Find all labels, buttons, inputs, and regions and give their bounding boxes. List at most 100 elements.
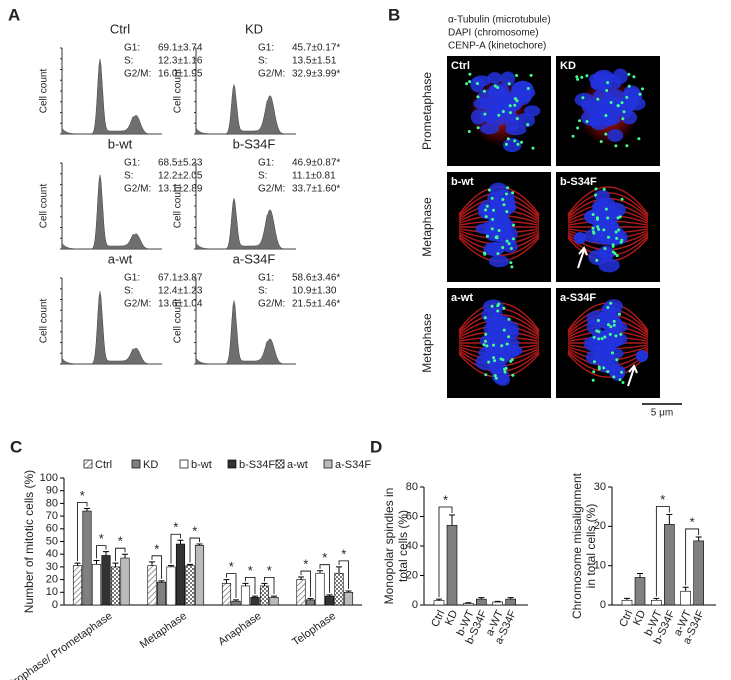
significance-label: * xyxy=(192,523,197,538)
chromosome xyxy=(597,333,619,346)
histogram xyxy=(61,174,162,250)
kinetochore xyxy=(526,123,530,127)
image-label: a-wt xyxy=(451,292,473,304)
chromosome xyxy=(602,104,618,117)
significance-bracket xyxy=(77,502,88,562)
significance-bracket xyxy=(115,547,126,562)
bar xyxy=(664,524,675,606)
kinetochore xyxy=(606,216,610,220)
histogram xyxy=(61,291,162,365)
bar xyxy=(305,599,316,606)
kinetochore xyxy=(502,306,506,310)
stat-name: G1: xyxy=(124,158,140,169)
histogram-title: b-S34F xyxy=(233,136,276,151)
legend-text: CENP-A (kinetochore) xyxy=(448,41,546,52)
kinetochore xyxy=(606,81,610,85)
error-bar xyxy=(177,539,184,545)
kinetochore xyxy=(602,228,606,232)
kinetochore xyxy=(476,126,480,130)
error-bar xyxy=(336,566,342,574)
kinetochore xyxy=(585,120,589,123)
y-tick-label: 60 xyxy=(46,523,58,535)
significance-label: * xyxy=(660,492,665,507)
error-bar xyxy=(478,597,485,600)
error-bar xyxy=(507,597,514,600)
kinetochore xyxy=(591,226,595,230)
kinetochore xyxy=(606,306,610,309)
chromosome xyxy=(505,124,527,136)
stat-name: G2/M: xyxy=(124,299,151,310)
x-tick-label: Metaphase xyxy=(138,610,189,651)
error-bar xyxy=(695,536,702,541)
kinetochore xyxy=(609,325,613,329)
stat-name: S: xyxy=(124,56,133,67)
error-bar xyxy=(307,598,314,600)
chromosome xyxy=(480,122,499,135)
kinetochore xyxy=(515,99,519,103)
significance-bracket xyxy=(438,506,453,598)
kinetochore xyxy=(581,96,585,100)
error-bar xyxy=(103,551,109,556)
kinetochore xyxy=(580,75,584,79)
kinetochore xyxy=(591,378,595,382)
kinetochore xyxy=(485,344,489,348)
kinetochore xyxy=(505,239,509,243)
bar xyxy=(120,557,130,606)
kinetochore xyxy=(529,73,533,77)
legend-swatch xyxy=(179,459,189,469)
histogram-title: a-wt xyxy=(108,251,133,266)
chromosome xyxy=(623,85,641,100)
significance-bracket xyxy=(300,570,311,597)
kinetochore xyxy=(511,237,515,241)
bar xyxy=(693,540,704,606)
kinetochore xyxy=(591,213,595,216)
error-bar xyxy=(682,586,689,592)
kinetochore xyxy=(484,332,488,336)
kinetochore xyxy=(641,87,644,91)
chromosome xyxy=(505,90,523,104)
kinetochore xyxy=(602,187,606,191)
kinetochore xyxy=(596,319,600,322)
y-axis-label: Chromosome misalignment xyxy=(570,472,584,619)
kinetochore xyxy=(502,203,506,207)
y-tick-label: 50 xyxy=(46,535,58,547)
kinetochore xyxy=(506,186,510,190)
arrow xyxy=(627,364,638,387)
kinetochore xyxy=(496,309,500,313)
y-tick-label: 90 xyxy=(46,485,58,497)
kinetochore xyxy=(508,104,512,108)
significance-label: * xyxy=(690,514,695,529)
x-tick-label: KD xyxy=(443,608,460,627)
stat-value: 13.5±1.51 xyxy=(292,56,337,67)
error-bar xyxy=(252,595,258,598)
error-bar xyxy=(223,579,230,584)
significance-label: * xyxy=(99,531,104,546)
significance-bracket xyxy=(226,573,237,598)
significance-label: * xyxy=(118,534,123,549)
histogram-title: KD xyxy=(245,21,263,36)
kinetochore xyxy=(605,89,609,92)
kinetochore xyxy=(592,335,596,339)
kinetochore xyxy=(513,97,517,101)
kinetochore xyxy=(510,358,514,362)
stat-name: G1: xyxy=(258,273,274,284)
y-axis-label: Cell count xyxy=(173,69,184,114)
bar xyxy=(185,565,195,606)
kinetochore xyxy=(611,244,615,248)
kinetochore xyxy=(494,376,498,380)
kinetochore xyxy=(482,343,486,347)
scale-label: 5 μm xyxy=(651,408,673,419)
significance-label: * xyxy=(267,563,272,578)
kinetochore xyxy=(615,236,619,240)
kinetochore xyxy=(612,323,616,327)
histogram xyxy=(195,84,296,135)
kinetochore xyxy=(484,208,488,212)
y-tick-label: 0 xyxy=(412,599,418,611)
y-axis-label: Cell count xyxy=(173,299,184,344)
kinetochore xyxy=(490,227,494,231)
kinetochore xyxy=(485,204,489,208)
kinetochore xyxy=(596,97,600,101)
bar xyxy=(433,600,445,606)
stat-name: G1: xyxy=(124,273,140,284)
kinetochore xyxy=(620,197,624,201)
